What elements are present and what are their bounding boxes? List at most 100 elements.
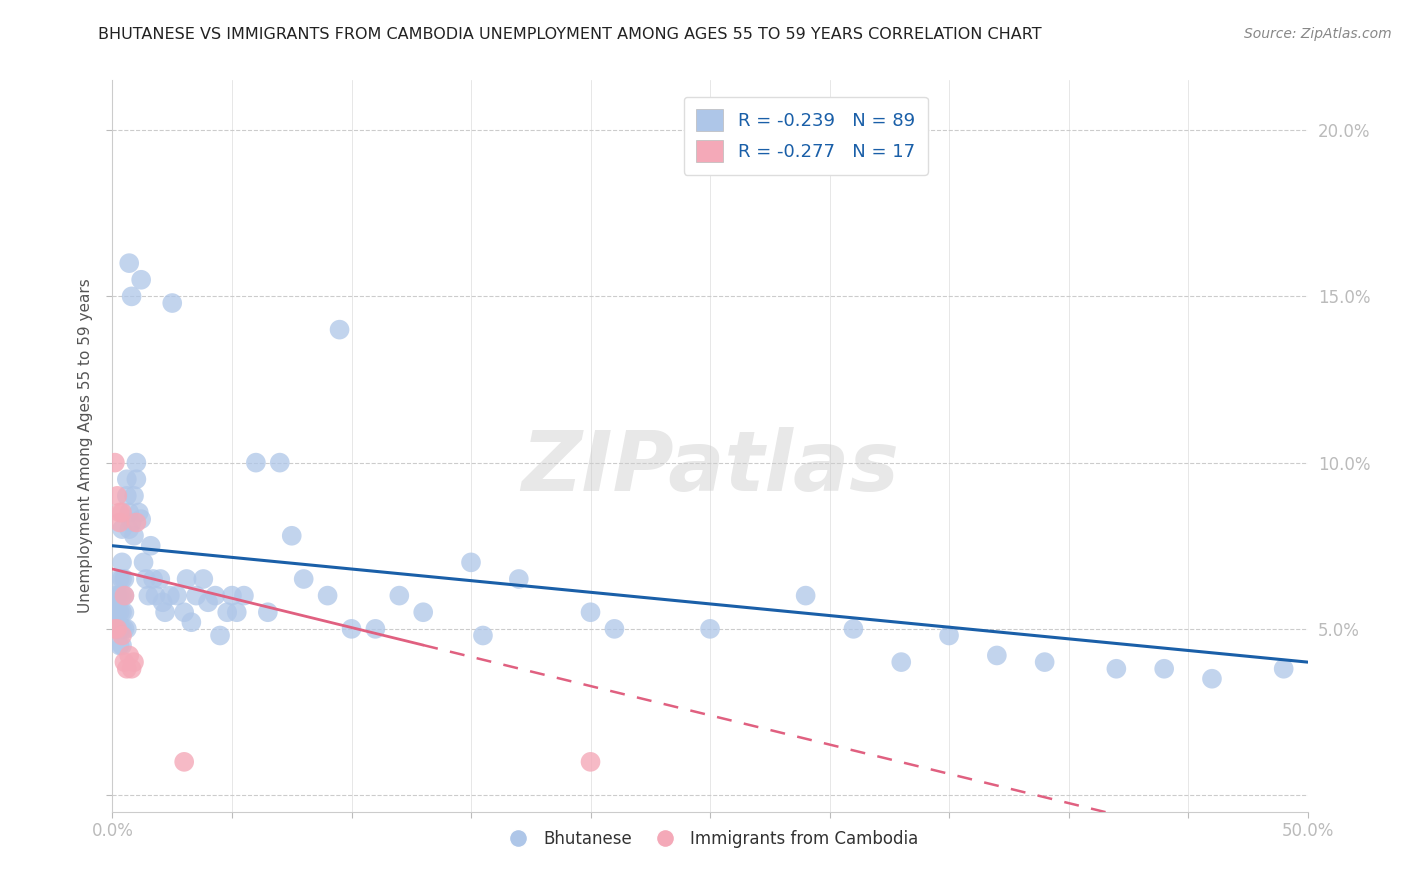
Point [794, 589, 817, 603]
Point [209, 628, 232, 642]
Point [1153, 662, 1175, 676]
Point [986, 648, 1008, 663]
Point [108, 605, 131, 619]
Point [364, 622, 387, 636]
Point [245, 456, 267, 470]
Point [105, 605, 128, 619]
Point [132, 555, 155, 569]
Point [122, 489, 145, 503]
Point [842, 622, 865, 636]
Text: ZIPatlas: ZIPatlas [522, 427, 898, 508]
Point [115, 489, 138, 503]
Point [118, 506, 141, 520]
Point [180, 615, 202, 630]
Point [129, 512, 152, 526]
Point [108, 589, 131, 603]
Point [217, 605, 239, 619]
Point [176, 572, 198, 586]
Point [118, 256, 141, 270]
Point [125, 472, 148, 486]
Point [111, 589, 134, 603]
Point [115, 622, 138, 636]
Point [108, 622, 131, 636]
Point [257, 605, 280, 619]
Point [139, 539, 162, 553]
Point [122, 529, 145, 543]
Point [114, 622, 135, 636]
Point [111, 572, 134, 586]
Point [145, 589, 167, 603]
Point [388, 589, 411, 603]
Point [115, 472, 138, 486]
Point [108, 639, 131, 653]
Text: Source: ZipAtlas.com: Source: ZipAtlas.com [1244, 27, 1392, 41]
Point [105, 489, 128, 503]
Point [125, 456, 148, 470]
Point [508, 572, 530, 586]
Point [1105, 662, 1128, 676]
Point [128, 506, 150, 520]
Point [118, 522, 141, 536]
Point [579, 605, 602, 619]
Point [138, 589, 160, 603]
Point [108, 506, 131, 520]
Point [316, 589, 339, 603]
Point [114, 589, 135, 603]
Point [111, 622, 134, 636]
Point [1201, 672, 1223, 686]
Point [938, 628, 960, 642]
Point [135, 572, 157, 586]
Point [159, 589, 181, 603]
Point [108, 572, 131, 586]
Point [105, 622, 128, 636]
Point [121, 516, 143, 530]
Point [104, 589, 127, 603]
Point [292, 572, 315, 586]
Point [186, 589, 208, 603]
Point [104, 456, 127, 470]
Point [118, 648, 141, 663]
Point [114, 589, 135, 603]
Point [579, 755, 602, 769]
Point [111, 506, 134, 520]
Point [149, 572, 172, 586]
Point [166, 589, 188, 603]
Point [114, 605, 135, 619]
Point [104, 622, 127, 636]
Point [114, 572, 135, 586]
Point [699, 622, 721, 636]
Point [125, 516, 148, 530]
Point [225, 605, 247, 619]
Point [111, 639, 134, 653]
Point [329, 323, 352, 337]
Point [111, 628, 134, 642]
Point [105, 622, 128, 636]
Point [115, 662, 138, 676]
Point [173, 755, 195, 769]
Legend: Bhutanese, Immigrants from Cambodia: Bhutanese, Immigrants from Cambodia [495, 823, 925, 855]
Point [111, 605, 134, 619]
Point [108, 516, 131, 530]
Point [193, 572, 215, 586]
Point [412, 605, 434, 619]
Point [460, 555, 482, 569]
Point [1272, 662, 1295, 676]
Point [105, 589, 128, 603]
Point [142, 572, 165, 586]
Point [104, 622, 127, 636]
Point [122, 655, 145, 669]
Point [197, 595, 219, 609]
Point [340, 622, 363, 636]
Point [1033, 655, 1056, 669]
Point [121, 289, 143, 303]
Point [890, 655, 912, 669]
Point [221, 589, 243, 603]
Point [105, 615, 128, 630]
Point [204, 589, 226, 603]
Point [153, 605, 176, 619]
Point [114, 655, 135, 669]
Point [129, 273, 152, 287]
Point [162, 296, 183, 310]
Point [152, 595, 174, 609]
Y-axis label: Unemployment Among Ages 55 to 59 years: Unemployment Among Ages 55 to 59 years [79, 278, 93, 614]
